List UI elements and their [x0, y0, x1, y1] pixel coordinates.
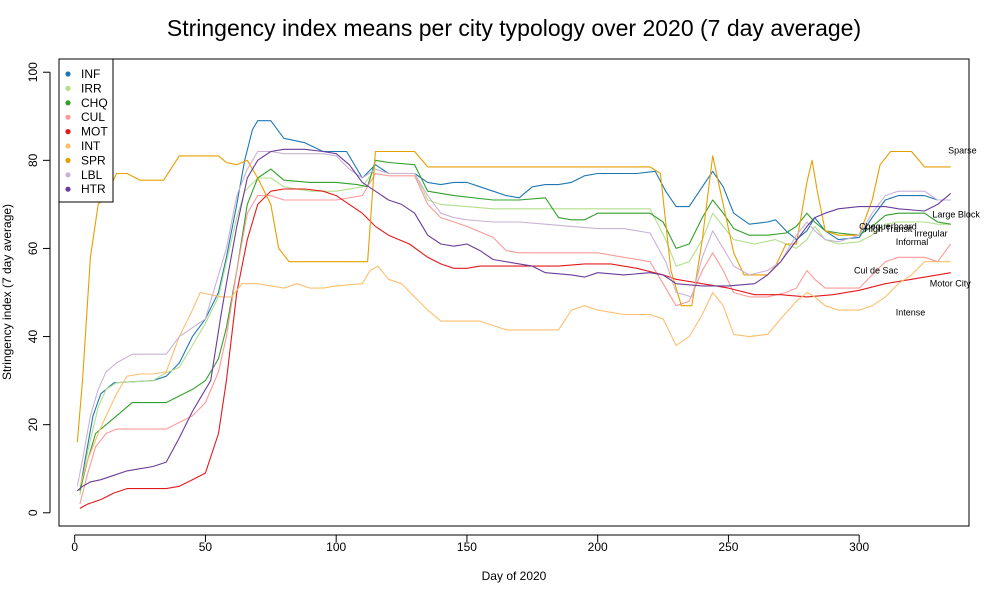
- y-axis-label: Stringency index (7 day average): [0, 204, 14, 380]
- x-tick-label: 250: [718, 540, 738, 554]
- x-tick-label: 50: [199, 540, 213, 554]
- series-line-inf: [79, 120, 951, 491]
- series-line-cul: [79, 172, 952, 505]
- legend-label: CHQ: [81, 96, 108, 110]
- legend-marker-mot: [65, 129, 71, 135]
- legend-box: [58, 58, 114, 203]
- legend-marker-lbl: [65, 172, 71, 178]
- annotation-label: Intense: [896, 307, 926, 317]
- y-tick-label: 60: [26, 241, 40, 255]
- annotation-label: Sparse: [948, 146, 977, 156]
- series-line-spr: [76, 150, 951, 443]
- annotation-label: High Transit: [864, 224, 913, 234]
- series-line-htr: [76, 148, 952, 492]
- y-axis: 0 20 40 60 80 100: [26, 62, 51, 516]
- chart-title: Stringency index means per city typology…: [167, 15, 861, 41]
- annotation-label: Chequerboard: [859, 221, 917, 231]
- annotation-label: Motor City: [930, 279, 972, 289]
- y-tick-label: 20: [26, 418, 40, 432]
- legend-marker-inf: [65, 71, 71, 77]
- legend-marker-htr: [65, 186, 71, 192]
- series-line-chq: [79, 159, 951, 491]
- x-axis: 0 50 100 150 200 250 300: [71, 534, 870, 554]
- y-tick-label: 80: [26, 153, 40, 167]
- x-tick-label: 100: [326, 540, 346, 554]
- y-tick-label: 100: [26, 62, 40, 82]
- x-tick-label: 0: [71, 540, 78, 554]
- x-axis-label: Day of 2020: [482, 569, 547, 583]
- legend-label: HTR: [81, 182, 106, 196]
- legend-marker-int: [65, 143, 71, 149]
- series-line-mot: [79, 188, 951, 509]
- series-line-lbl: [76, 150, 951, 487]
- x-tick-label: 150: [457, 540, 477, 554]
- series-line-int: [79, 261, 951, 487]
- legend-label: CUL: [81, 110, 105, 124]
- legend-label: SPR: [81, 153, 106, 167]
- x-tick-label: 200: [588, 540, 608, 554]
- annotation-label: Irregular: [914, 228, 948, 238]
- legend-label: IRR: [81, 81, 102, 95]
- legend-marker-spr: [65, 157, 71, 163]
- legend-label: INT: [81, 139, 101, 153]
- annotation-label: Cul de Sac: [854, 265, 899, 275]
- legend-marker-chq: [65, 100, 71, 106]
- legend-marker-cul: [65, 114, 71, 120]
- series-layer: [76, 120, 952, 509]
- legend-label: LBL: [81, 168, 103, 182]
- y-tick-label: 40: [26, 330, 40, 344]
- annotation-label: Informal: [896, 237, 929, 247]
- legend-marker-irr: [65, 85, 71, 91]
- plot-frame: [58, 58, 970, 527]
- x-tick-label: 300: [849, 540, 869, 554]
- legend-label: INF: [81, 67, 100, 81]
- annotation-label: Large Block: [932, 210, 980, 220]
- legend-label: MOT: [81, 125, 108, 139]
- series-line-irr: [79, 168, 951, 496]
- y-tick-label: 0: [26, 509, 40, 516]
